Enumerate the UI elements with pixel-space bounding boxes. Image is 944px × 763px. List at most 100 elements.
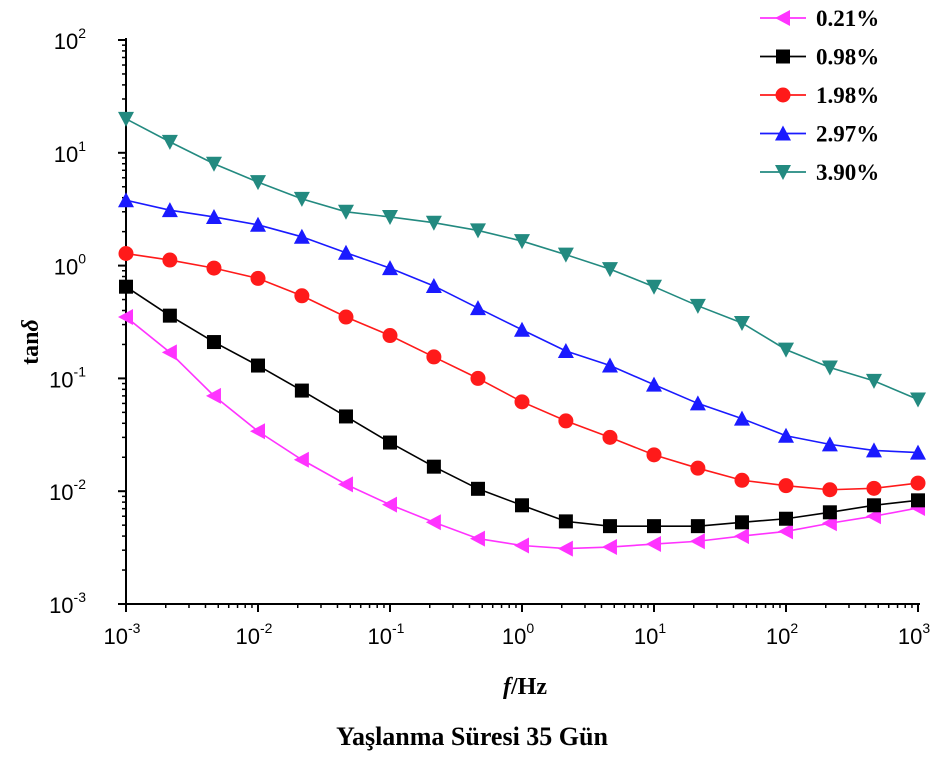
data-point (383, 435, 397, 450)
data-point (557, 342, 574, 358)
data-point (514, 394, 530, 410)
data-point (293, 451, 309, 468)
legend-item: 1.98% (760, 83, 879, 108)
data-point (733, 410, 750, 426)
series-3.90% (118, 111, 926, 408)
data-point (469, 223, 486, 239)
data-point (470, 370, 486, 386)
data-point (338, 309, 354, 325)
data-point (866, 480, 882, 496)
data-point (646, 447, 662, 463)
data-point (426, 349, 442, 365)
data-point (294, 383, 309, 398)
legend-label: 3.90% (816, 160, 879, 185)
data-point (250, 175, 266, 191)
y-axis-title-base: tan (18, 331, 44, 364)
x-tick-label: 10-2 (236, 620, 273, 649)
data-point (337, 476, 353, 493)
data-point (865, 373, 882, 389)
data-point (602, 429, 618, 445)
y-axis-title-symbol: δ (18, 319, 44, 331)
data-point (205, 208, 222, 224)
legend: 0.21% 0.98% 1.98% 2.97% 3.90% (760, 6, 879, 185)
data-point (206, 335, 221, 350)
data-point (293, 228, 310, 244)
data-point (205, 156, 222, 172)
legend-label: 0.21% (816, 6, 879, 31)
data-point (910, 444, 926, 460)
data-point (911, 493, 925, 508)
series-layer (118, 111, 926, 557)
y-tick-label: 100 (54, 251, 86, 280)
data-point (514, 537, 529, 554)
legend-label: 0.98% (816, 45, 879, 70)
data-point (119, 279, 133, 294)
data-point (601, 262, 618, 278)
data-point (118, 111, 134, 127)
data-point (425, 277, 442, 293)
data-point (557, 247, 574, 263)
y-tick-label: 101 (54, 138, 86, 167)
data-point (515, 498, 529, 513)
data-point (778, 342, 794, 358)
legend-item: 2.97% (760, 122, 879, 147)
data-point (382, 209, 398, 225)
data-point (293, 191, 310, 207)
data-point (866, 498, 881, 513)
y-tick-label: 10-2 (49, 476, 86, 505)
data-point (118, 192, 134, 208)
data-point (778, 523, 793, 540)
data-point (822, 505, 837, 520)
data-point (779, 511, 793, 526)
data-point (337, 244, 354, 260)
y-axis-title: tanδ (18, 319, 44, 365)
x-tick-label: 10-1 (368, 620, 405, 649)
data-point (338, 409, 353, 424)
data-point (647, 519, 661, 534)
data-point (646, 376, 662, 392)
data-point (689, 533, 705, 550)
axes: 10-3 10-2 10-1 100 101 102 103 10-3 10-2 10-1 100 1… (49, 25, 930, 649)
data-point (690, 460, 706, 476)
data-point (337, 204, 354, 220)
data-point (689, 395, 706, 411)
data-point (602, 519, 617, 534)
y-tick-label: 102 (54, 25, 86, 54)
data-point (162, 252, 178, 268)
x-axis-title-italic: f (503, 674, 513, 700)
data-point (425, 514, 441, 531)
data-point (558, 514, 573, 529)
x-tick-label: 103 (898, 620, 930, 649)
data-point (161, 134, 178, 150)
legend-marker (776, 49, 790, 64)
data-point (469, 300, 486, 316)
data-point (118, 309, 133, 326)
data-point (910, 475, 926, 491)
data-point (910, 392, 926, 408)
data-point (251, 358, 265, 373)
data-point (469, 530, 485, 547)
data-point (733, 528, 749, 545)
data-point (646, 279, 662, 295)
x-tick-label: 101 (634, 620, 666, 649)
series-line (125, 118, 919, 401)
data-point (250, 270, 266, 286)
x-tick-label: 100 (502, 620, 534, 649)
legend-marker (775, 125, 791, 141)
legend-marker (775, 165, 791, 180)
legend-label: 2.97% (816, 122, 879, 147)
data-point (470, 481, 485, 496)
x-tick-label: 10-3 (104, 620, 141, 649)
data-point (601, 357, 618, 373)
data-point (821, 360, 838, 376)
data-point (558, 413, 574, 429)
data-point (161, 202, 178, 218)
data-point (734, 472, 750, 488)
data-point (778, 478, 794, 494)
figure-caption: Yaşlanma Süresi 35 Gün (336, 722, 608, 751)
series-1.98% (118, 246, 926, 498)
data-point (865, 442, 882, 458)
legend-marker (775, 87, 791, 103)
data-point (382, 260, 398, 276)
